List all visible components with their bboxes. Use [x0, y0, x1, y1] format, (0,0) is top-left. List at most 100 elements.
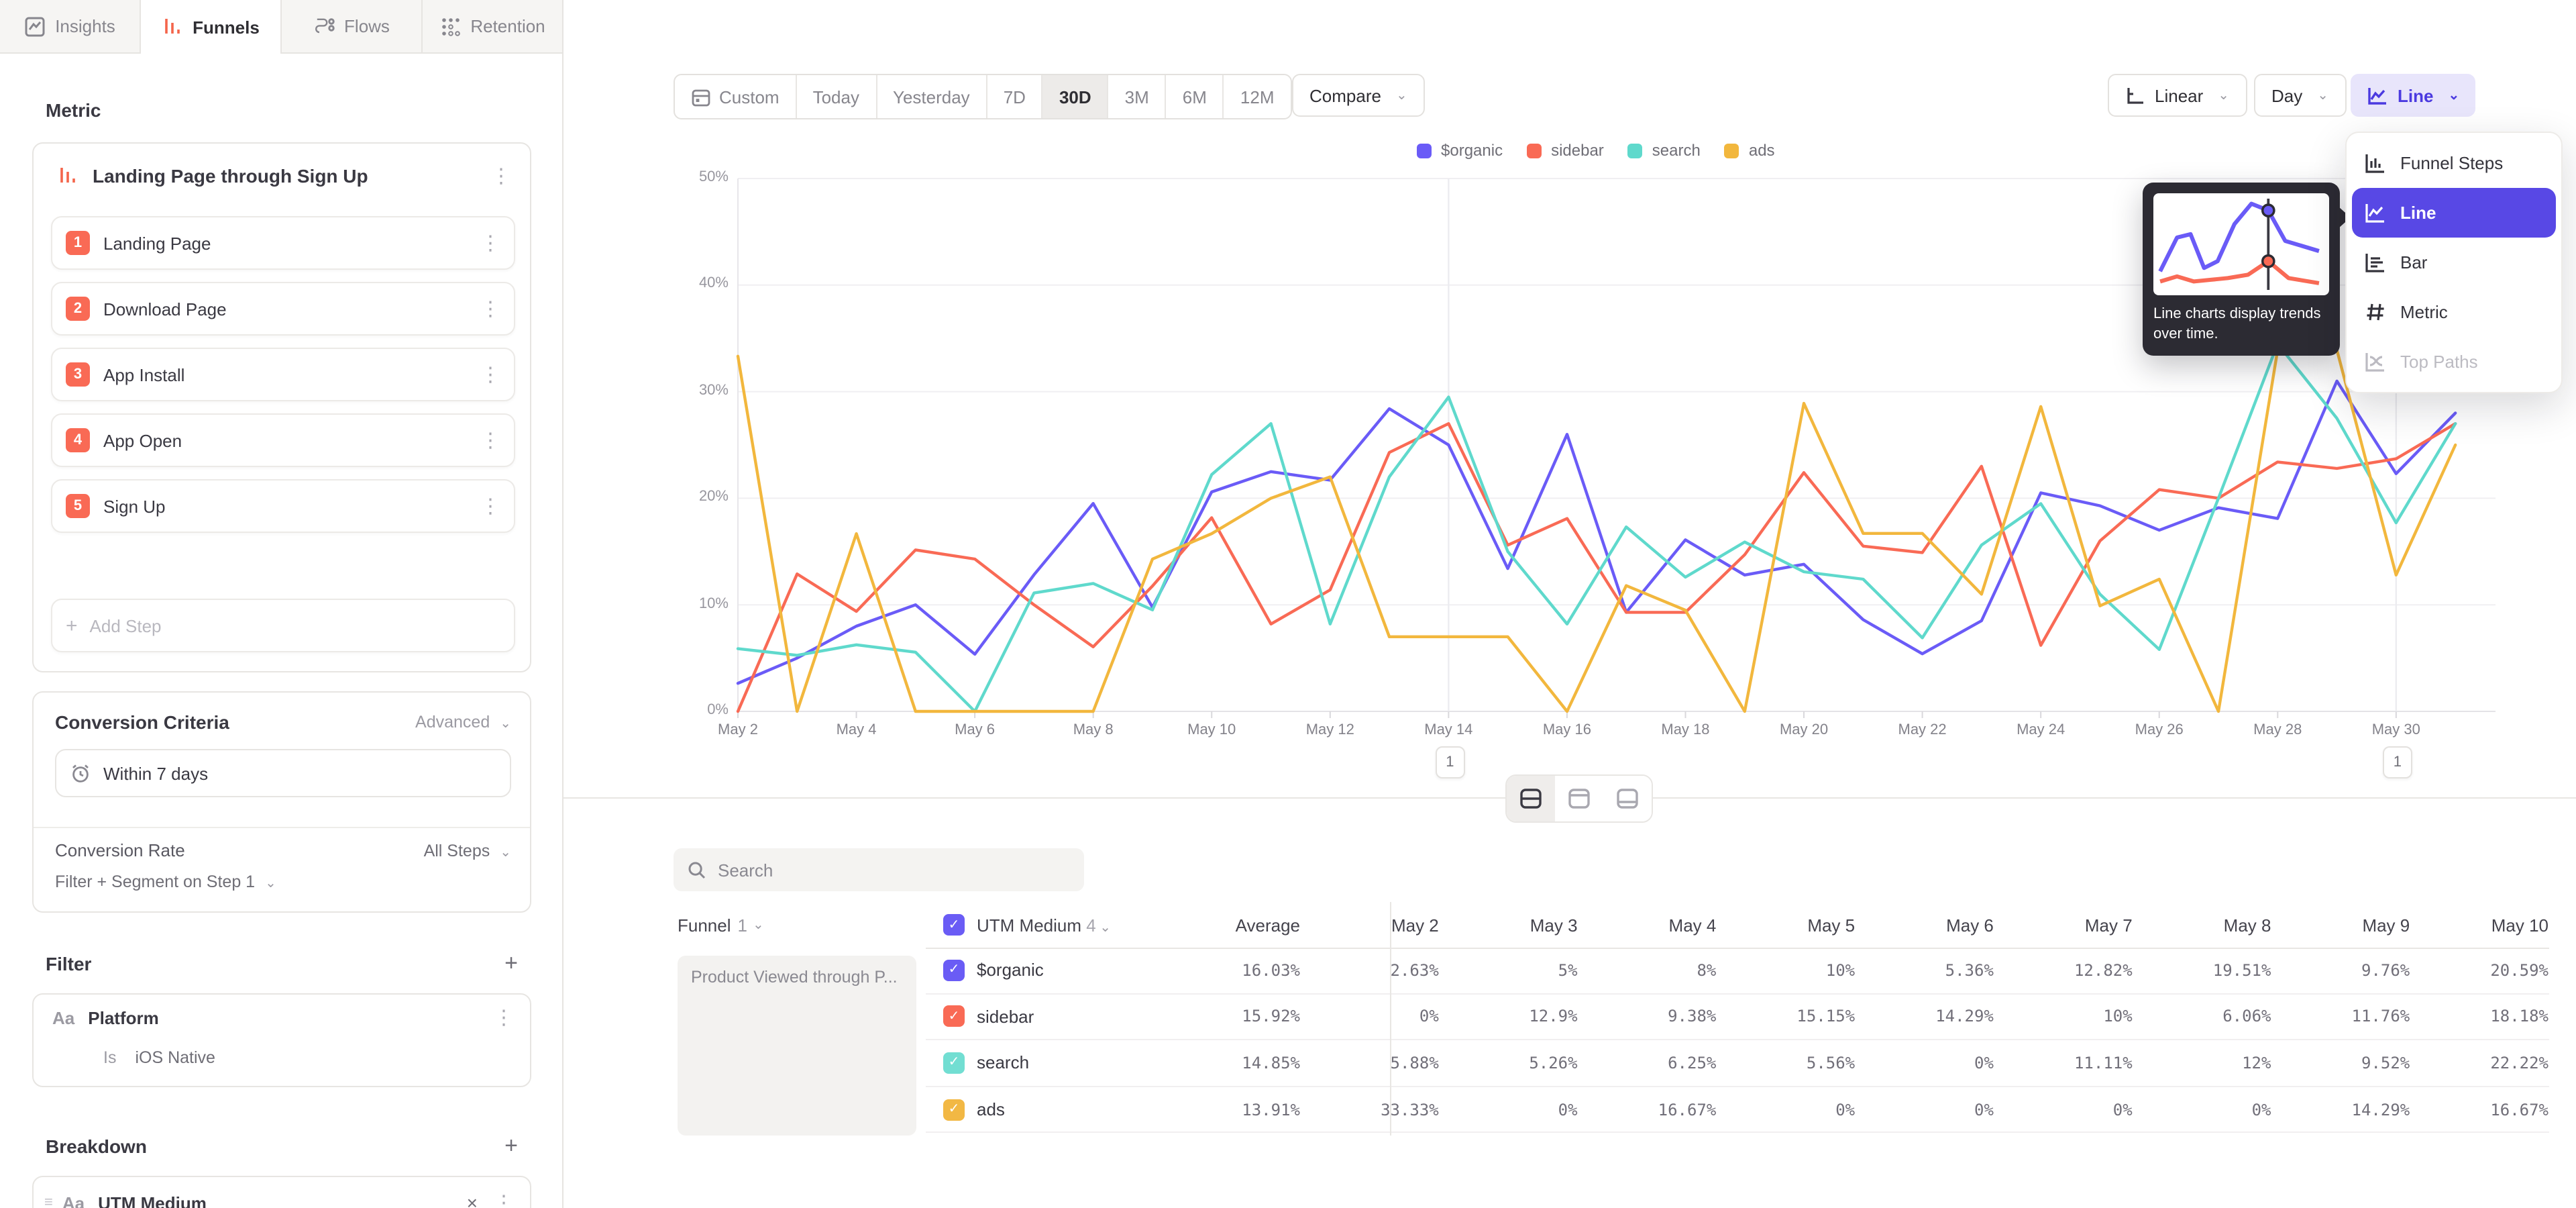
- tab-label: Insights: [55, 16, 115, 36]
- add-breakdown-button[interactable]: +: [504, 1133, 518, 1158]
- funnel-step-row[interactable]: 1 Landing Page ⋮: [51, 216, 515, 270]
- table-column-header[interactable]: May 10: [2491, 915, 2549, 935]
- filter-segment-step-selector[interactable]: Filter + Segment on Step 1 ⌄: [55, 872, 276, 891]
- table-column-header[interactable]: May 3: [1529, 915, 1578, 935]
- table-column-header[interactable]: May 7: [2084, 915, 2133, 935]
- menu-item-line[interactable]: Line: [2352, 188, 2556, 238]
- x-axis-tick-label: May 22: [1898, 722, 1947, 738]
- breakdown-column-label: UTM Medium 4 ⌄: [977, 915, 1112, 935]
- kebab-icon[interactable]: ⋮: [480, 362, 500, 386]
- range-30d[interactable]: 30D: [1042, 75, 1109, 118]
- series-line-search[interactable]: [736, 342, 2457, 713]
- close-icon[interactable]: ×: [466, 1192, 478, 1208]
- add-filter-button[interactable]: +: [504, 950, 518, 976]
- table-row[interactable]: ✓ sidebar 15.92% 0% 12.9% 9.38% 15.15% 14.29% 10…: [926, 994, 2549, 1041]
- conversion-rate-selector[interactable]: All Steps ⌄: [423, 841, 511, 860]
- kebab-icon[interactable]: ⋮: [480, 230, 500, 254]
- range-7d[interactable]: 7D: [987, 75, 1043, 118]
- menu-item-metric[interactable]: Metric: [2352, 287, 2556, 337]
- funnel-step-row[interactable]: 4 App Open ⋮: [51, 413, 515, 467]
- range-custom[interactable]: Custom: [675, 75, 797, 118]
- annotation-badge[interactable]: 1: [1435, 746, 1465, 778]
- funnel-step-row[interactable]: 3 App Install ⋮: [51, 348, 515, 401]
- annotation-badge[interactable]: 1: [2382, 746, 2412, 778]
- compare-button[interactable]: Compare ⌄: [1292, 74, 1425, 117]
- series-line-organic[interactable]: [736, 379, 2457, 685]
- table-column-header[interactable]: May 9: [2362, 915, 2410, 935]
- table-column-header[interactable]: Average: [1235, 915, 1300, 935]
- advanced-toggle[interactable]: Advanced ⌄: [415, 713, 511, 732]
- filter-value[interactable]: iOS Native: [135, 1048, 215, 1067]
- layout-chart-button[interactable]: [1555, 776, 1603, 821]
- range-3m[interactable]: 3M: [1109, 75, 1167, 118]
- row-value-cell: 0%: [2251, 1100, 2271, 1119]
- range-yesterday[interactable]: Yesterday: [877, 75, 987, 118]
- legend-item[interactable]: search: [1627, 141, 1701, 160]
- legend-swatch: [1724, 143, 1739, 158]
- tab-flows[interactable]: Flows: [282, 0, 423, 54]
- table-group-cell[interactable]: Product Viewed through P...: [678, 956, 916, 1136]
- range-today[interactable]: Today: [797, 75, 877, 118]
- layout-table-button[interactable]: [1603, 776, 1652, 821]
- row-name: search: [977, 1052, 1030, 1073]
- table-column-header[interactable]: May 8: [2223, 915, 2271, 935]
- table-row[interactable]: ✓ ads 13.91% 33.33% 0% 16.67% 0% 0% 0% 0% 14.29% 16…: [926, 1087, 2549, 1134]
- kebab-icon[interactable]: ⋮: [480, 493, 500, 517]
- breakdown-property[interactable]: UTM Medium: [98, 1193, 207, 1208]
- add-step-button[interactable]: + Add Step: [51, 599, 515, 652]
- table-search-input[interactable]: Search: [674, 848, 1084, 891]
- select-all-checkbox[interactable]: ✓: [943, 914, 965, 936]
- menu-item-funnel-steps[interactable]: Funnel Steps: [2352, 138, 2556, 188]
- row-checkbox[interactable]: ✓: [943, 1099, 965, 1121]
- filter-card: Aa Platform ⋮ Is iOS Native: [32, 993, 531, 1087]
- legend-item[interactable]: sidebar: [1527, 141, 1604, 160]
- chart-type-selector-button[interactable]: Line ⌄: [2351, 74, 2476, 117]
- breakdown-column-header[interactable]: ✓ UTM Medium 4 ⌄: [926, 914, 1134, 936]
- x-axis-tick-label: May 6: [955, 722, 996, 738]
- granularity-selector-button[interactable]: Day ⌄: [2254, 74, 2347, 117]
- kebab-icon[interactable]: ⋮: [494, 1190, 514, 1208]
- row-checkbox[interactable]: ✓: [943, 1052, 965, 1074]
- series-line-ads[interactable]: [736, 348, 2457, 713]
- table-column-header[interactable]: May 5: [1807, 915, 1856, 935]
- funnel-column-header[interactable]: Funnel 1 ⌄: [678, 915, 764, 935]
- menu-item-bar[interactable]: Bar: [2352, 238, 2556, 287]
- row-value-cell: 18.18%: [2490, 1007, 2549, 1026]
- range-12m[interactable]: 12M: [1240, 87, 1275, 107]
- kebab-icon[interactable]: ⋮: [480, 296, 500, 320]
- line-chart-preview: [2153, 193, 2329, 295]
- legend-item[interactable]: ads: [1724, 141, 1775, 160]
- filter-operator[interactable]: Is: [103, 1048, 117, 1067]
- funnel-step-row[interactable]: 5 Sign Up ⋮: [51, 479, 515, 533]
- chevron-down-icon: ⌄: [500, 845, 511, 860]
- scale-selector-button[interactable]: Linear ⌄: [2108, 74, 2247, 117]
- row-checkbox[interactable]: ✓: [943, 1005, 965, 1027]
- table-row[interactable]: ✓ $organic 16.03% 2.63% 5% 8% 10% 5.36% 12.82% 19…: [926, 948, 2549, 995]
- range-6m[interactable]: 6M: [1167, 75, 1224, 118]
- row-checkbox[interactable]: ✓: [943, 959, 965, 981]
- funnel-steps-icon: [2365, 154, 2384, 173]
- drag-handle-icon[interactable]: ≡: [44, 1195, 53, 1208]
- series-line-sidebar[interactable]: [736, 422, 2457, 713]
- line-chart[interactable]: [724, 161, 2522, 725]
- row-value-cell: 0%: [1835, 1100, 1856, 1119]
- layout-split-button[interactable]: [1507, 776, 1555, 821]
- tab-retention[interactable]: Retention: [423, 0, 564, 54]
- menu-item-top-paths[interactable]: Top Paths: [2352, 337, 2556, 387]
- kebab-icon[interactable]: ⋮: [494, 1005, 514, 1029]
- table-column-header[interactable]: May 6: [1946, 915, 1994, 935]
- tab-insights[interactable]: Insights: [0, 0, 141, 54]
- table-row[interactable]: ✓ search 14.85% 5.88% 5.26% 6.25% 5.56% 0% 11.11…: [926, 1040, 2549, 1087]
- table-column-header[interactable]: May 2: [1391, 915, 1439, 935]
- tab-label: Funnels: [193, 17, 260, 37]
- legend-item[interactable]: $organic: [1417, 141, 1503, 160]
- plus-icon: +: [66, 614, 78, 637]
- kebab-icon[interactable]: ⋮: [491, 163, 511, 187]
- kebab-icon[interactable]: ⋮: [480, 427, 500, 452]
- table-column-header[interactable]: May 4: [1668, 915, 1717, 935]
- conversion-window[interactable]: Within 7 days: [55, 749, 511, 797]
- row-value-cell: 5.36%: [1945, 960, 1994, 980]
- tab-funnels[interactable]: Funnels: [141, 0, 282, 54]
- filter-property[interactable]: Platform: [88, 1008, 159, 1028]
- funnel-step-row[interactable]: 2 Download Page ⋮: [51, 282, 515, 336]
